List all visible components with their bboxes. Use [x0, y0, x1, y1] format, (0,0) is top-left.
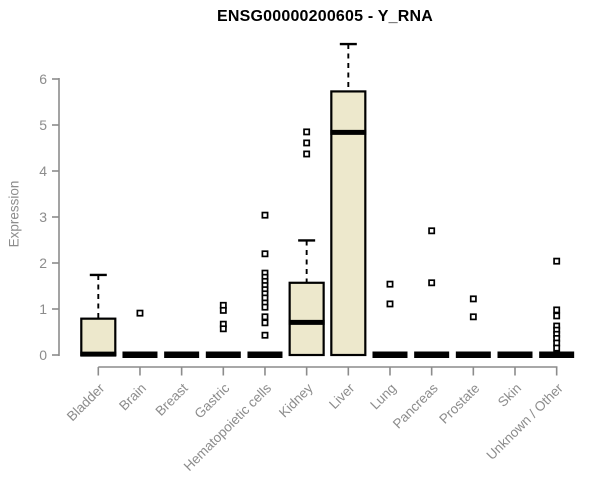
box	[288, 281, 325, 357]
outlier-point	[261, 303, 269, 311]
collapsed-box	[372, 351, 408, 358]
outlier-point	[428, 279, 436, 287]
y-tick-label: 5	[39, 117, 47, 133]
outlier-point	[553, 306, 561, 314]
y-tick-label: 6	[39, 71, 47, 87]
outlier-point	[261, 313, 269, 321]
x-tick-label: Liver	[326, 380, 358, 412]
collapsed-box	[122, 351, 158, 358]
y-tick-label: 1	[39, 301, 47, 317]
x-tick-label: Gastric	[192, 380, 233, 421]
box	[330, 90, 367, 357]
outlier-point	[303, 150, 311, 158]
outlier-point	[386, 280, 394, 288]
outlier-point	[386, 300, 394, 308]
outlier-point	[303, 139, 311, 147]
collapsed-box	[455, 351, 491, 358]
outlier-point	[553, 312, 561, 320]
x-tick-label: Brain	[116, 381, 149, 414]
y-tick-label: 3	[39, 209, 47, 225]
collapsed-box	[205, 351, 241, 358]
outlier-point	[261, 331, 269, 339]
x-tick-label: Kidney	[276, 380, 316, 420]
box	[80, 317, 117, 357]
outlier-point	[428, 227, 436, 235]
outlier-point	[469, 313, 477, 321]
collapsed-box	[247, 351, 283, 358]
y-tick-label: 0	[39, 347, 47, 363]
x-tick-label: Prostate	[436, 381, 482, 427]
collapsed-box	[497, 351, 533, 358]
outlier-point	[261, 211, 269, 219]
x-tick-label: Skin	[495, 381, 524, 410]
x-tick-label: Lung	[367, 381, 399, 413]
collapsed-box	[414, 351, 450, 358]
outlier-point	[553, 344, 561, 352]
x-tick-label: Unknown / Other	[484, 380, 567, 463]
collapsed-box	[539, 351, 575, 358]
outlier-point	[553, 257, 561, 265]
x-tick-label: Bladder	[64, 380, 108, 424]
x-tick-label: Pancreas	[390, 380, 441, 431]
outlier-point	[219, 306, 227, 314]
y-tick-label: 2	[39, 255, 47, 271]
outlier-point	[261, 319, 269, 327]
collapsed-box	[164, 351, 200, 358]
y-tick-label: 4	[39, 163, 47, 179]
x-tick-label: Breast	[153, 380, 191, 418]
outlier-point	[469, 295, 477, 303]
outlier-point	[136, 309, 144, 317]
outlier-point	[303, 128, 311, 136]
chart-title: ENSG00000200605 - Y_RNA	[217, 8, 433, 25]
outlier-point	[261, 250, 269, 258]
outlier-point	[219, 325, 227, 333]
